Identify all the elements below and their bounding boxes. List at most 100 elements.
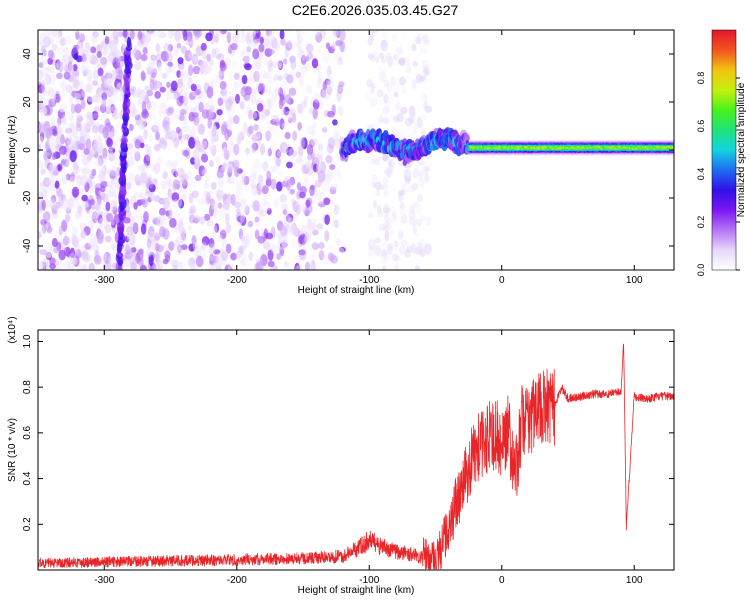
heatmap-cell — [113, 182, 122, 189]
heatmap-cell — [56, 60, 62, 70]
heatmap-cell — [104, 36, 110, 45]
heatmap-cell — [286, 161, 293, 169]
heatmap-cell — [318, 249, 324, 259]
heatmap-cell — [134, 174, 141, 186]
heatmap-cell — [61, 173, 68, 185]
heatmap-cell — [92, 54, 99, 63]
heatmap-cell — [238, 245, 244, 255]
heatmap-cell — [52, 45, 60, 53]
heatmap-cell — [373, 245, 382, 257]
heatmap-cell — [56, 72, 63, 80]
heatmap-cell — [44, 73, 52, 86]
heatmap-cell — [401, 30, 409, 41]
heatmap-cell — [247, 127, 254, 134]
heatmap-cell — [164, 178, 171, 190]
heatmap-cell — [182, 30, 188, 41]
heatmap-cell — [138, 192, 146, 199]
heatmap-cell — [296, 40, 302, 49]
heatmap-cell — [216, 256, 224, 266]
heatmap-cell — [68, 174, 75, 183]
heatmap-cell — [72, 64, 78, 72]
heatmap-cell — [69, 112, 75, 123]
heatmap-cell — [115, 61, 121, 69]
heatmap-cell — [62, 46, 70, 55]
heatmap-cell — [330, 254, 336, 260]
heatmap-cell — [208, 263, 214, 270]
heatmap-cell — [149, 78, 155, 91]
heatmap-cell — [227, 176, 235, 185]
heatmap-cell — [216, 252, 223, 260]
heatmap-cell — [138, 199, 146, 206]
heatmap-cell — [179, 260, 186, 270]
heatmap-cell — [251, 163, 258, 174]
heatmap-cell — [76, 79, 81, 87]
heatmap-cell — [69, 131, 74, 139]
heatmap-cell — [73, 242, 80, 255]
heatmap-cell — [51, 237, 58, 248]
heatmap-cell — [205, 65, 213, 74]
heatmap-cell — [108, 147, 116, 155]
heatmap-cell — [289, 188, 295, 195]
heatmap-cell — [304, 210, 311, 217]
heatmap-cell — [322, 81, 328, 91]
heatmap-cell — [180, 234, 187, 245]
heatmap-cell — [314, 153, 323, 165]
heatmap-cell — [330, 197, 335, 204]
heatmap-cell — [96, 144, 104, 154]
heatmap-cell — [369, 101, 376, 109]
heatmap-cell — [200, 249, 207, 260]
heatmap-cell — [176, 96, 184, 107]
heatmap-cell — [210, 146, 217, 155]
heatmap-cell — [333, 205, 340, 215]
heatmap-cell — [240, 30, 245, 39]
heatmap-cell — [153, 195, 161, 203]
heatmap-cell — [305, 199, 311, 208]
heatmap-cell — [42, 258, 50, 267]
heatmap-cell — [217, 97, 224, 107]
heatmap-cell — [161, 180, 168, 191]
heatmap-cell — [111, 46, 116, 54]
heatmap-cell — [65, 205, 72, 212]
heatmap-cell — [200, 42, 207, 51]
heatmap-cell — [268, 49, 275, 55]
heatmap-cell — [49, 257, 56, 266]
heatmap-cell — [61, 113, 67, 125]
heatmap-cell — [46, 65, 52, 74]
heatmap-cell — [286, 74, 294, 84]
heatmap-cell — [106, 212, 114, 223]
heatmap-cell — [55, 135, 62, 147]
heatmap-cell — [39, 92, 45, 102]
heatmap-cell — [188, 111, 195, 122]
heatmap-cell — [292, 200, 300, 212]
heatmap-cell — [267, 66, 273, 77]
heatmap-cell — [160, 215, 168, 226]
heatmap-cell — [201, 50, 208, 59]
heatmap-cell — [188, 52, 194, 59]
heatmap-cell — [393, 91, 399, 98]
colorbar-gradient — [712, 30, 736, 270]
heatmap-cell — [141, 162, 148, 175]
heatmap-cell — [93, 255, 102, 265]
heatmap-cell — [173, 110, 180, 122]
heatmap-cell — [113, 35, 119, 46]
heatmap-cell — [303, 174, 310, 184]
heatmap-cell — [182, 95, 188, 106]
heatmap-cell — [121, 260, 130, 270]
heatmap-cell — [76, 233, 82, 243]
heatmap-cell — [166, 203, 172, 210]
heatmap-cell — [153, 162, 161, 175]
heatmap-cell — [127, 234, 134, 242]
heatmap-cell — [297, 230, 305, 237]
heatmap-cell — [126, 226, 134, 236]
heatmap-cell — [275, 156, 281, 167]
heatmap-cell — [396, 46, 404, 55]
heatmap-cell — [129, 146, 138, 154]
heatmap-cell — [134, 139, 142, 150]
heatmap-cell — [73, 165, 81, 174]
heatmap-cell — [312, 229, 319, 236]
heatmap-cell — [297, 234, 305, 245]
heatmap-cell — [219, 62, 227, 72]
heatmap-cell — [56, 47, 65, 55]
heatmap-cell — [150, 113, 158, 121]
heatmap-cell — [375, 189, 381, 197]
